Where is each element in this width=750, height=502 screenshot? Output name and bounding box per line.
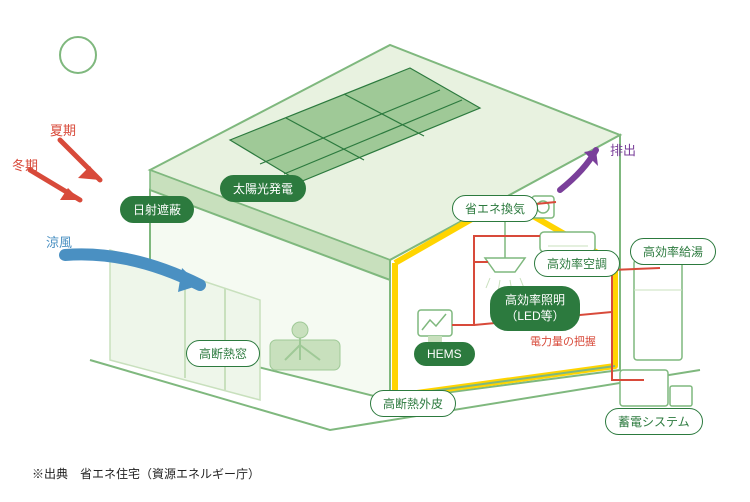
pill-hems: HEMS: [414, 342, 475, 366]
label-exhaust: 排出: [610, 140, 636, 159]
pill-window: 高断熱窓: [186, 340, 260, 367]
house-illustration: [0, 0, 750, 460]
pill-battery: 蓄電システム: [605, 408, 703, 435]
pill-hotwater: 高効率給湯: [630, 238, 716, 265]
pill-led: 高効率照明 （LED等）: [490, 286, 580, 331]
label-summer: 夏期: [50, 120, 76, 139]
label-breeze: 涼風: [46, 232, 72, 251]
pill-ventilation: 省エネ換気: [452, 195, 538, 222]
source-note: ※出典 省エネ住宅（資源エネルギー庁）: [32, 465, 260, 482]
eco-house-diagram: 夏期 冬期 涼風 排出 電力量の把握 太陽光発電 日射遮蔽 HEMS 高効率照明…: [0, 0, 750, 502]
label-power-grasp: 電力量の把握: [530, 333, 596, 349]
pill-shading: 日射遮蔽: [120, 196, 194, 223]
pill-solar: 太陽光発電: [220, 175, 306, 202]
label-winter: 冬期: [12, 155, 38, 174]
pill-ac: 高効率空調: [534, 250, 620, 277]
pill-envelope: 高断熱外皮: [370, 390, 456, 417]
